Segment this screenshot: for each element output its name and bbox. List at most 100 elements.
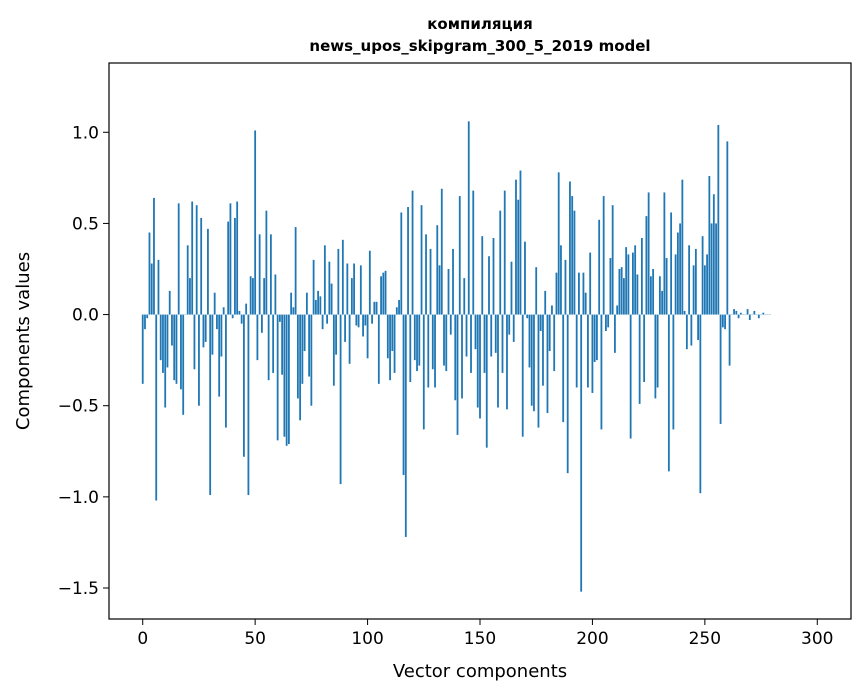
bar-207	[607, 314, 610, 328]
bar-205	[602, 196, 605, 315]
bar-86	[335, 314, 337, 355]
bar-247	[697, 314, 699, 341]
bar-228	[654, 314, 657, 399]
bar-200	[591, 314, 594, 393]
bar-109	[386, 314, 389, 359]
x-tick-label: 300	[801, 629, 833, 649]
bar-55	[265, 210, 268, 315]
bar-159	[499, 210, 502, 315]
bar-123	[418, 314, 421, 366]
bar-199	[589, 252, 592, 315]
bar-72	[303, 314, 306, 352]
bar-117	[404, 314, 407, 537]
bar-169	[521, 314, 524, 437]
bar-197	[584, 292, 587, 315]
bar-110	[389, 314, 391, 381]
bar-139	[454, 314, 457, 401]
bar-221	[638, 314, 641, 404]
bar-14	[173, 314, 176, 381]
bar-38	[227, 221, 230, 315]
y-axis-ticks: −1.5 −1.0 −0.5 0.0 0.5 1.0	[58, 123, 109, 599]
bar-92	[348, 314, 351, 364]
bar-0	[141, 314, 144, 384]
bar-272	[753, 310, 756, 315]
bar-225	[647, 192, 650, 315]
bar-187	[562, 314, 565, 423]
bar-258	[721, 314, 724, 328]
bar-53	[261, 314, 263, 333]
chart-title-line1: компиляция	[427, 15, 533, 33]
bar-127	[427, 314, 430, 388]
bar-218	[632, 252, 634, 315]
bar-190	[569, 181, 571, 315]
bar-137	[449, 314, 452, 335]
x-tick-label: 150	[464, 629, 496, 649]
bar-163	[508, 314, 511, 335]
x-axis-label: Vector components	[393, 661, 567, 682]
bar-113	[395, 307, 398, 315]
bar-251	[706, 254, 708, 315]
bar-223	[643, 314, 646, 383]
bar-180	[546, 314, 549, 414]
bar-4	[150, 263, 153, 315]
bar-129	[431, 314, 434, 370]
bar-245	[692, 265, 695, 315]
bar-222	[640, 238, 643, 315]
bar-26	[200, 217, 203, 315]
bar-153	[485, 314, 488, 448]
bar-263	[733, 309, 735, 315]
bar-82	[326, 314, 328, 324]
y-tick-label: −1.0	[58, 488, 99, 508]
bar-18	[182, 314, 185, 415]
bar-114	[398, 299, 400, 315]
bar-78	[317, 290, 320, 315]
bar-164	[510, 261, 513, 315]
bar-259	[724, 314, 726, 330]
bar-154	[488, 256, 490, 315]
bar-165	[512, 314, 515, 342]
x-tick-label: 100	[351, 629, 383, 649]
bar-91	[346, 263, 349, 315]
bar-21	[189, 278, 191, 315]
bar-168	[519, 170, 522, 315]
bar-77	[314, 299, 317, 315]
bar-243	[688, 245, 691, 315]
bar-212	[618, 268, 621, 315]
bar-135	[445, 314, 448, 372]
bar-266	[739, 312, 742, 315]
bar-196	[582, 272, 585, 315]
bar-215	[625, 247, 628, 315]
bar-229	[656, 314, 659, 388]
bar-99	[364, 314, 367, 326]
bar-173	[530, 314, 533, 406]
bar-59	[274, 274, 277, 315]
bar-213	[620, 267, 623, 315]
bar-269	[746, 309, 749, 315]
bar-193	[575, 314, 578, 388]
bar-232	[663, 192, 666, 315]
bar-15	[175, 314, 178, 384]
bar-54	[263, 278, 266, 315]
bar-75	[310, 314, 313, 406]
bar-69	[296, 314, 299, 399]
bar-94	[353, 263, 355, 315]
bar-238	[676, 232, 679, 315]
bar-80	[321, 314, 324, 330]
bar-39	[229, 203, 232, 315]
bar-118	[407, 207, 409, 315]
bar-189	[566, 314, 569, 474]
bar-241	[683, 310, 686, 315]
y-tick-label: −0.5	[58, 397, 99, 417]
bar-149	[476, 314, 479, 408]
y-tick-label: −1.5	[58, 579, 99, 599]
bar-31	[211, 314, 214, 355]
bar-148	[474, 314, 477, 350]
bar-37	[225, 314, 227, 428]
bar-235	[670, 212, 673, 315]
bar-24	[195, 205, 198, 315]
bar-188	[564, 259, 567, 315]
bar-28	[204, 314, 207, 342]
bar-67	[292, 307, 295, 315]
bar-13	[171, 314, 173, 346]
bar-128	[429, 248, 432, 315]
